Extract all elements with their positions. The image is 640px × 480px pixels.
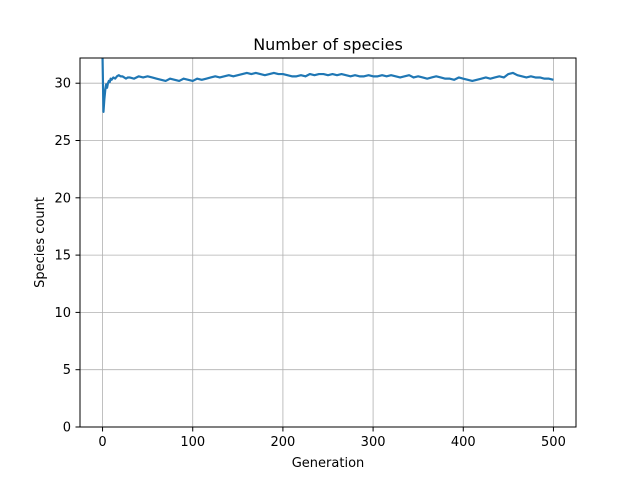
x-tick-label: 200 <box>270 435 295 450</box>
x-tick-label: 400 <box>451 435 476 450</box>
x-tick-label: 100 <box>180 435 205 450</box>
grid-lines <box>80 58 576 428</box>
series-line <box>101 58 554 113</box>
y-axis-ticks: 0 5 10 15 20 25 30 <box>54 77 80 436</box>
x-tick-label: 500 <box>541 435 566 450</box>
axes-border <box>79 57 577 428</box>
series-layer <box>101 58 554 113</box>
x-axis-label: Generation <box>292 456 365 471</box>
y-axis-label: Species count <box>33 197 48 288</box>
x-tick-label: 0 <box>98 435 106 450</box>
y-tick-label: 10 <box>54 306 71 321</box>
plot-area <box>80 58 576 427</box>
y-tick-label: 15 <box>54 249 71 264</box>
x-tick-label: 300 <box>361 435 386 450</box>
y-tick-label: 20 <box>54 191 71 206</box>
chart-title: Number of species <box>253 35 403 54</box>
axes-frame <box>79 57 577 428</box>
y-tick-label: 30 <box>54 77 71 92</box>
y-tick-label: 5 <box>63 363 71 378</box>
y-tick-label: 0 <box>63 421 71 436</box>
y-tick-label: 25 <box>54 134 71 149</box>
x-axis-ticks: 0 100 200 300 400 500 <box>98 427 566 450</box>
